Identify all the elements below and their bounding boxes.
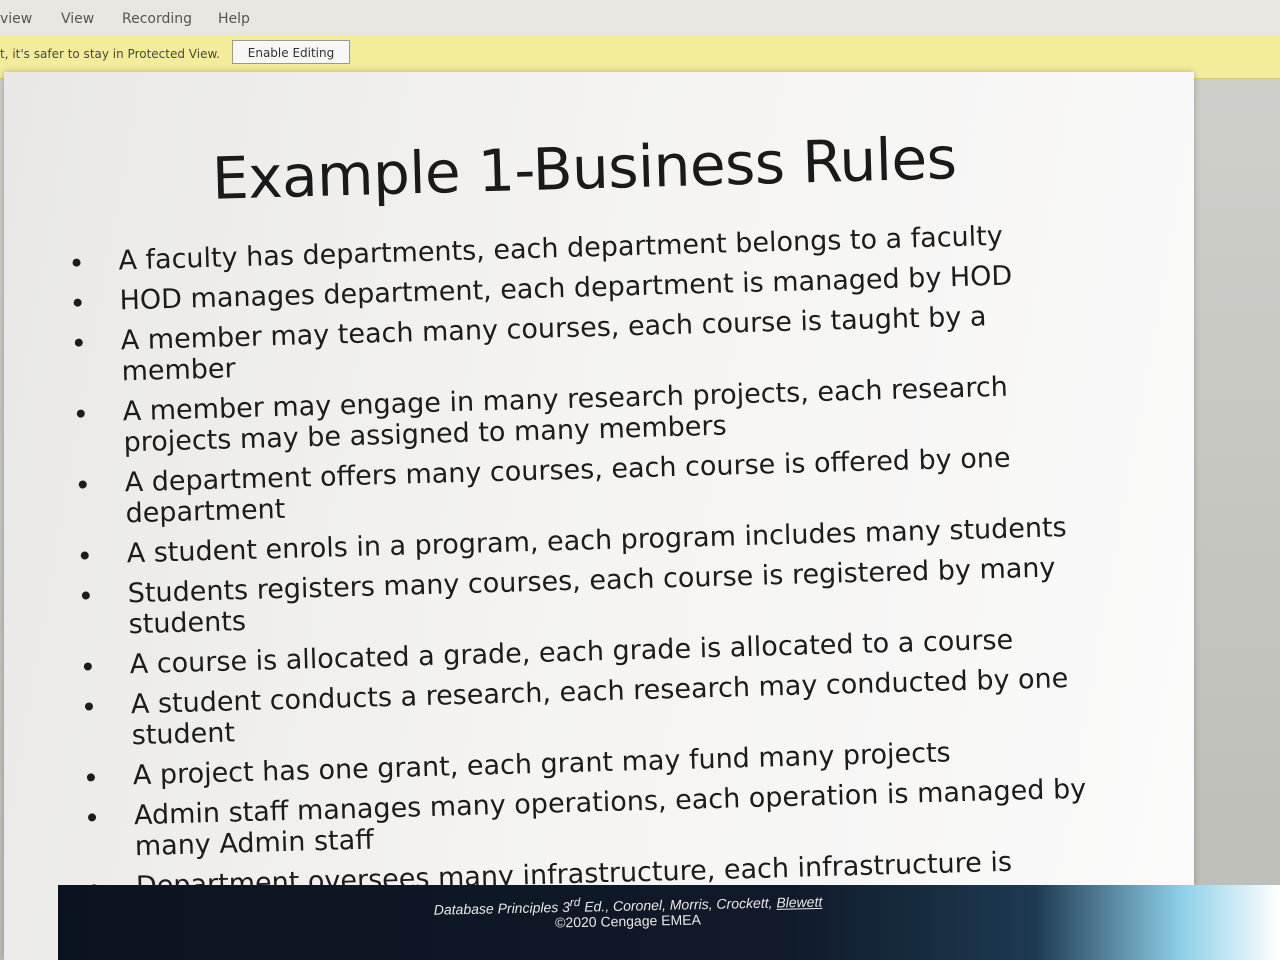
bullet-text: A member may teach many courses, each co… xyxy=(120,301,987,388)
footer-edition-sup: rd xyxy=(569,896,581,910)
bullet-dot-icon xyxy=(76,409,85,418)
slide-footer: Database Principles 3rd Ed., Coronel, Mo… xyxy=(58,885,1280,960)
bullet-dot-icon xyxy=(73,298,82,307)
menu-bar: view View Recording Help xyxy=(0,0,1280,37)
footer-last-author: Blewett xyxy=(776,893,823,911)
bullet-dot-icon xyxy=(74,338,83,347)
bullet-dot-icon xyxy=(81,591,90,600)
bullet-dot-icon xyxy=(72,258,81,267)
enable-editing-button[interactable]: Enable Editing xyxy=(232,40,350,64)
slide-content: Example 1-Business Rules A faculty has d… xyxy=(4,72,1194,960)
bullet-text: A member may engage in many research pro… xyxy=(122,371,1009,459)
bullet-dot-icon xyxy=(83,662,92,671)
bullet-dot-icon xyxy=(84,702,94,711)
bullet-dot-icon xyxy=(86,773,96,782)
bullet-dot-icon xyxy=(87,813,97,822)
bullet-dot-icon xyxy=(78,480,87,489)
menu-view[interactable]: View xyxy=(61,11,95,27)
bullet-dot-icon xyxy=(80,551,89,560)
slide: Example 1-Business Rules A faculty has d… xyxy=(4,72,1194,960)
bullet-list: A faculty has departments, each departme… xyxy=(66,218,1105,943)
slide-title: Example 1-Business Rules xyxy=(211,124,958,213)
menu-review[interactable]: view xyxy=(0,11,33,27)
menu-recording[interactable]: Recording xyxy=(122,11,193,27)
protected-view-bar: t, it's safer to stay in Protected View.… xyxy=(0,36,1280,79)
protected-view-message: t, it's safer to stay in Protected View. xyxy=(0,47,220,61)
menu-help[interactable]: Help xyxy=(218,11,250,27)
